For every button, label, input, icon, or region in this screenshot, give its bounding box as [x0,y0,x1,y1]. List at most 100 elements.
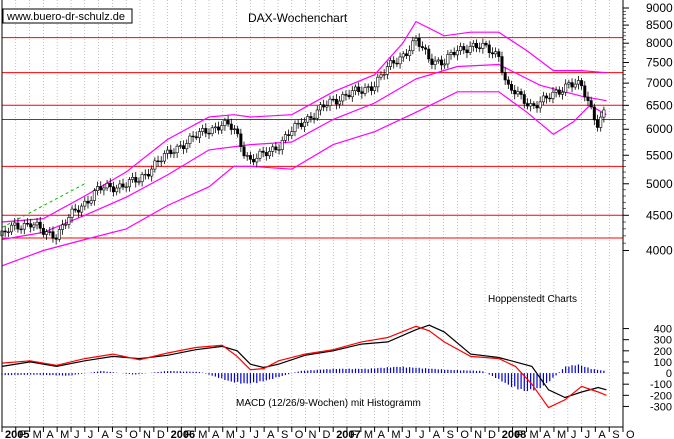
time-tick-label: 2008 [502,429,526,439]
candle-body [166,149,170,154]
candle-body [169,149,173,155]
trendline-dashed [1,183,86,228]
price-tick-label: 4000 [646,243,673,257]
candle-body [583,85,587,98]
candle-body [213,126,217,129]
candle-body [338,100,342,105]
candle-body [296,122,300,125]
candle-body [127,179,131,188]
candle-body [382,74,386,76]
candle-body [468,46,472,53]
candle-body [191,135,195,138]
candle-body [494,51,498,55]
candle-body [589,100,593,108]
candle-body [478,47,482,49]
candle-body [570,82,574,88]
macd-tick-label: 200 [654,346,672,358]
candle-body [41,228,45,235]
time-tick-label: 2006 [171,429,195,439]
time-tick-label: N [474,429,482,439]
candle-body [140,174,144,182]
price-tick-label: 7500 [646,56,673,70]
macd-tick-label: 0 [666,368,672,380]
candle-body [271,146,275,152]
candle-body [137,181,141,183]
candle-body [10,224,14,233]
candle-body [414,38,418,42]
candle-body [134,177,138,183]
candle-body [258,150,262,159]
candle-body [353,86,357,91]
horizontal-resistance-levels [2,37,623,239]
candle-body [64,224,68,226]
candle-body [341,94,345,102]
candle-body [178,145,182,147]
price-tick-label: 4500 [646,208,673,222]
candle-body [3,230,7,233]
candle-body [322,104,326,108]
price-tick-label: 8500 [646,18,673,32]
time-tick-label: J [253,429,259,439]
candle-body [102,187,106,191]
time-tick-label: O [129,429,138,439]
candle-body [522,94,526,104]
candle-body [255,157,259,163]
time-tick-label: S [612,429,619,439]
moving-average [1,63,607,241]
time-tick-label: A [267,429,275,439]
time-tick-label: M [198,429,207,439]
price-tick-label: 8000 [646,36,673,50]
candle-body [420,46,424,49]
candle-body [283,134,287,141]
candle-body [73,208,77,211]
candle-body [424,47,428,50]
candle-body [32,224,36,228]
price-tick-label: 5500 [646,148,673,162]
candle-body [57,229,61,240]
watermark: www.buero-dr-schulz.de [6,11,125,23]
candle-body [398,56,402,65]
candle-body [201,128,205,132]
candle-body [497,51,501,57]
candle-body [506,79,510,85]
chart-title: DAX-Wochenchart [248,11,348,25]
candle-body [217,126,221,131]
time-tick-label: A [598,429,606,439]
time-tick-label: J [240,429,246,439]
time-tick-label: A [433,429,441,439]
candle-body [385,66,389,75]
price-tick-label: 6000 [646,122,673,136]
candle-body [25,223,29,225]
macd-tick-label: -100 [650,379,672,391]
candle-body [449,51,453,55]
candle-body [210,127,214,134]
candle-body [529,103,533,107]
macd-tick-label: -300 [650,401,672,413]
candle-body [248,155,252,160]
time-tick-label: F [184,429,191,439]
candle-body [408,50,412,56]
candle-body [16,222,20,230]
time-tick-label: J [419,429,425,439]
candle-body [325,105,329,108]
time-tick-label: D [322,429,330,439]
candle-body [599,116,603,128]
candle-body [366,86,370,88]
candle-body [61,224,65,230]
time-tick-label: J [571,429,577,439]
candle-body [481,43,485,49]
candle-body [111,186,115,193]
time-tick-label: F [19,429,26,439]
candle-body [268,151,272,157]
time-tick-label: A [543,429,551,439]
candle-body [344,94,348,96]
candle-body [516,91,520,95]
candle-body [459,46,463,52]
candle-body [162,153,166,162]
candle-body [430,58,434,65]
candle-body [596,119,600,128]
macd-tick-label: 400 [654,324,672,336]
candle-body [573,83,577,88]
candle-body [312,117,316,120]
